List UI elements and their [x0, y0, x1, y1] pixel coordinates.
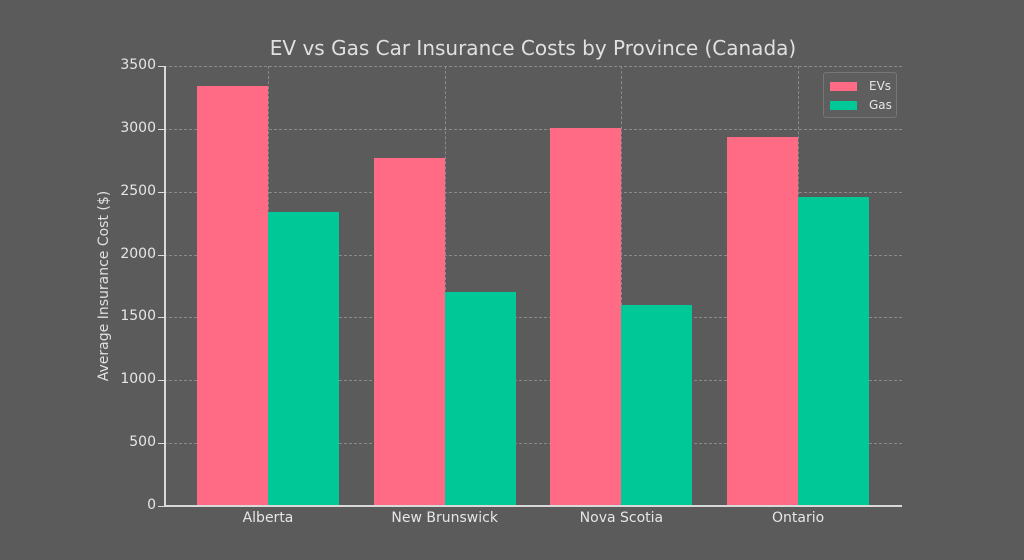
gridline-y: [164, 191, 902, 193]
gridline-y: [164, 254, 902, 256]
plot-area: [164, 66, 902, 507]
y-tick-label: 2000: [120, 245, 156, 262]
y-tick-label: 500: [129, 434, 156, 451]
y-tick-mark: [158, 66, 164, 67]
y-tick-mark: [158, 254, 164, 256]
bar-evs-nova-scotia: [550, 128, 622, 506]
legend-swatch-evs: [830, 81, 857, 91]
y-tick-label: 0: [147, 497, 156, 513]
y-tick-mark: [158, 380, 164, 382]
x-tick-label: New Brunswick: [391, 510, 498, 526]
y-axis-label: Average Insurance Cost ($): [96, 190, 112, 382]
legend-label-gas: Gas: [869, 98, 892, 112]
gridline-y: [164, 66, 902, 67]
legend-item-gas: Gas: [830, 98, 892, 112]
bar-evs-new-brunswick: [373, 157, 445, 506]
gridline-x: [444, 66, 446, 506]
bar-gas-alberta: [268, 211, 339, 506]
bar-evs-ontario: [727, 137, 799, 506]
legend-item-evs: EVs: [830, 79, 891, 93]
legend-label-evs: EVs: [869, 79, 892, 93]
gridline-y: [164, 380, 902, 382]
bar-evs-alberta: [197, 86, 268, 506]
x-tick-label: Nova Scotia: [579, 510, 664, 526]
y-tick-mark: [158, 443, 164, 445]
y-axis-spine: [164, 66, 166, 507]
gridline-x: [621, 66, 623, 506]
bar-gas-ontario: [798, 197, 870, 506]
chart-title: EV vs Gas Car Insurance Costs by Provinc…: [269, 36, 797, 60]
y-tick-label: 1000: [120, 371, 156, 388]
y-tick-label: 3500: [120, 57, 156, 73]
x-tick-label: Alberta: [242, 510, 294, 526]
y-tick-label: 1500: [120, 308, 156, 325]
y-tick-mark: [158, 191, 164, 193]
gridline-y: [164, 128, 902, 130]
y-tick-mark: [158, 506, 164, 507]
legend-swatch-gas: [830, 100, 857, 110]
x-tick-label: Ontario: [772, 510, 825, 526]
y-tick-mark: [158, 128, 164, 130]
y-tick-mark: [158, 317, 164, 319]
legend: EVs Gas: [823, 72, 897, 118]
y-tick-label: 3000: [120, 119, 156, 136]
y-tick-label: 2500: [120, 182, 156, 199]
x-axis-spine: [164, 505, 902, 507]
gridline-y: [164, 317, 902, 319]
gridline-y: [164, 443, 902, 445]
bar-gas-new-brunswick: [444, 292, 516, 506]
bar-gas-nova-scotia: [621, 304, 693, 506]
